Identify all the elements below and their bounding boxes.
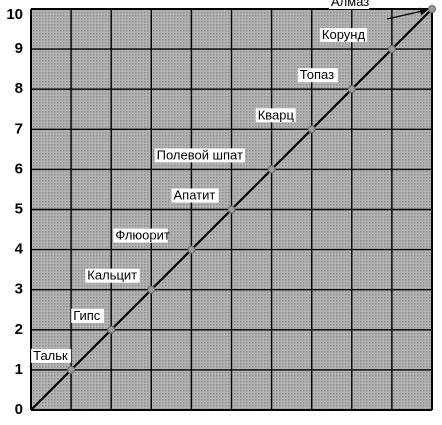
point-label: Алмаз [331,0,369,9]
label-arrow [386,7,428,20]
y-tick-label: 10 [6,6,23,23]
data-point [187,245,196,254]
data-point [267,165,276,174]
point-label: Корунд [322,27,366,42]
data-point [307,125,316,134]
y-tick-label: 1 [15,361,23,378]
y-axis-ticks: 0 1 2 3 4 5 6 7 8 9 10 [6,6,23,418]
data-point [107,325,116,334]
point-label-background [31,348,72,363]
point-label: Топаз [300,67,334,82]
point-label-background [71,308,104,323]
point-label: Флюорит [115,228,170,243]
y-tick-label: 2 [15,321,23,338]
y-tick-label: 3 [15,281,23,298]
y-tick-label: 9 [15,40,23,57]
point-labels: Тальк Гипс Кальцит Флюорит Апатит Полевой шпа… [31,0,428,363]
point-label: Тальк [33,348,68,363]
point-label: Полевой шпат [157,147,243,162]
point-label-background [319,28,368,43]
y-tick-label: 5 [15,200,23,217]
point-label-background [113,228,168,243]
data-point [347,85,356,94]
data-point [227,205,236,214]
y-tick-label: 7 [15,120,23,137]
y-tick-label: 6 [15,160,23,177]
y-tick-label: 4 [15,241,24,258]
point-label-background [255,108,296,123]
y-tick-label: 8 [15,80,23,97]
point-label: Гипс [73,308,101,323]
point-label-background [154,148,245,163]
point-label-background [171,188,219,203]
data-point [67,365,76,374]
point-label-background [297,68,338,83]
point-label-background [329,0,369,9]
point-label: Кальцит [87,268,137,283]
data-points [67,5,436,374]
data-point [428,5,436,13]
y-tick-label: 0 [15,401,23,418]
point-label: Апатит [174,188,216,203]
point-label: Кварц [258,107,295,122]
point-label-background [85,268,140,283]
data-point [147,285,156,294]
data-point [387,45,396,54]
